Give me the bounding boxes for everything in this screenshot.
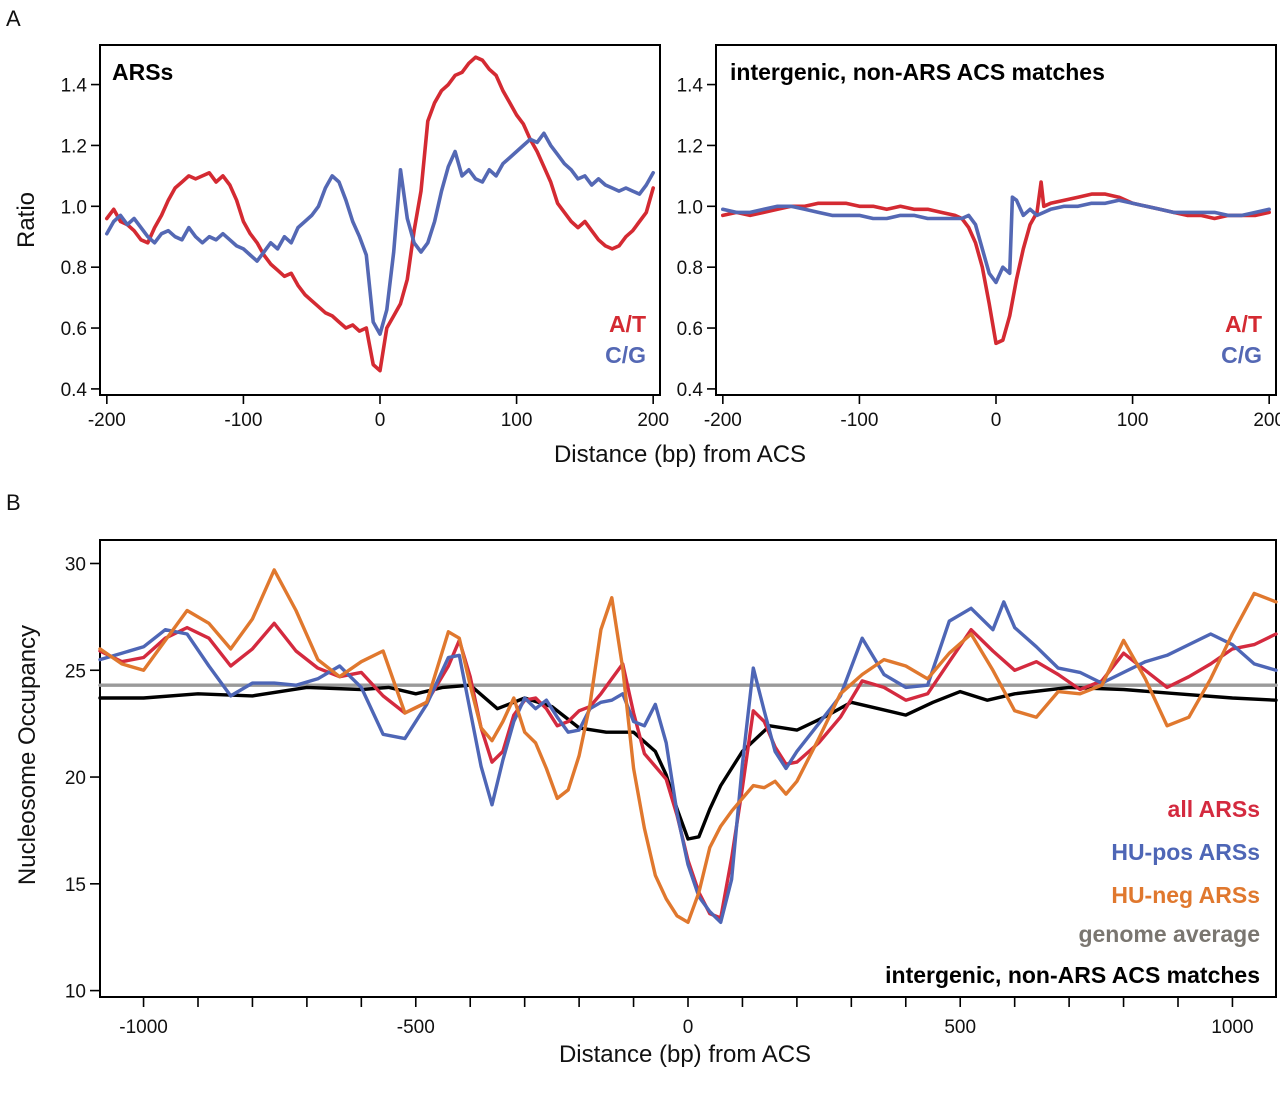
series-line-intergenic-a-t — [720, 180, 1271, 346]
legend-cg-ars: C/G — [605, 342, 646, 368]
x-tick-label-nucleosome-4: 1000 — [1211, 1017, 1253, 1038]
chart-nucleosome-occupancy: -1000 -500 0 500 1000 10 15 20 25 30 Nucleosome O… — [14, 539, 1278, 1068]
series-line-ars-a-t — [105, 55, 656, 373]
y-tick-label-intergenic-0: 0.4 — [677, 380, 704, 401]
series-line-nucleosome-hu-pos-arss — [98, 600, 1278, 924]
chart-title-intergenic: intergenic, non-ARS ACS matches — [730, 59, 1105, 85]
x-tick-label-nucleosome-1: -500 — [397, 1017, 435, 1038]
x-tick-label-nucleosome-0: -1000 — [119, 1017, 168, 1038]
x-tick-label-intergenic-1: -100 — [840, 410, 878, 431]
y-tick-label-nucleosome-0: 10 — [65, 982, 86, 1003]
series-line-ars-c-g — [105, 131, 656, 336]
x-tick-label-intergenic-2: 0 — [991, 410, 1002, 431]
legend-cg-intergenic: C/G — [1221, 342, 1262, 368]
x-tick-label-ars-4: 200 — [637, 410, 669, 431]
x-tick-label-intergenic-0: -200 — [704, 410, 742, 431]
series-line-nucleosome-intergenic-non-ars-acs-matches — [98, 683, 1278, 841]
series-line-nucleosome-all-arss — [98, 621, 1278, 920]
chart-intergenic-ratio: -200 -100 0 100 200 0.4 0.6 0.8 1.0 1.2 1.4 interg… — [677, 44, 1280, 431]
plot-frame-ars — [99, 44, 661, 396]
x-tick-label-intergenic-4: 200 — [1253, 410, 1280, 431]
x-tick-label-ars-2: 0 — [375, 410, 386, 431]
chart-title-ars: ARSs — [112, 59, 173, 85]
panel-label-b: B — [6, 490, 21, 515]
x-axis-label-b: Distance (bp) from ACS — [559, 1041, 811, 1068]
legend-at-ars: A/T — [609, 311, 646, 337]
y-tick-label-ars-0: 0.4 — [61, 380, 88, 401]
x-tick-label-ars-0: -200 — [88, 410, 126, 431]
x-tick-label-ars-1: -100 — [224, 410, 262, 431]
y-tick-label-nucleosome-3: 25 — [65, 661, 86, 682]
series-line-intergenic-c-g — [720, 195, 1271, 285]
legend-genome-average: genome average — [1078, 921, 1260, 947]
y-tick-label-intergenic-5: 1.4 — [677, 76, 704, 97]
y-tick-label-ars-3: 1.0 — [61, 197, 87, 218]
y-tick-label-intergenic-3: 1.0 — [677, 197, 703, 218]
y-tick-label-nucleosome-1: 15 — [65, 875, 86, 896]
legend-intergenic: intergenic, non-ARS ACS matches — [885, 962, 1260, 988]
y-tick-label-ars-2: 0.8 — [61, 258, 87, 279]
y-tick-label-ars-4: 1.2 — [61, 136, 87, 157]
legend-at-intergenic: A/T — [1225, 311, 1262, 337]
legend-hu-neg-ars: HU-neg ARSs — [1111, 882, 1260, 908]
y-tick-label-nucleosome-2: 20 — [65, 768, 86, 789]
chart-ars-ratio: -200 -100 0 100 200 0.4 0.6 0.8 1.0 1.2 1.4 ARSs R… — [13, 44, 669, 431]
y-tick-label-intergenic-1: 0.6 — [677, 319, 703, 340]
x-tick-label-ars-3: 100 — [501, 410, 533, 431]
y-axis-label-ratio: Ratio — [13, 192, 40, 248]
legend-hu-pos-ars: HU-pos ARSs — [1111, 839, 1260, 865]
x-tick-label-nucleosome-3: 500 — [944, 1017, 976, 1038]
x-axis-label-a: Distance (bp) from ACS — [554, 441, 806, 468]
panel-label-a: A — [6, 6, 21, 31]
series-line-nucleosome-hu-neg-arss — [98, 568, 1278, 924]
y-tick-label-nucleosome-4: 30 — [65, 554, 86, 575]
legend-all-ars: all ARSs — [1168, 796, 1260, 822]
y-tick-label-ars-1: 0.6 — [61, 319, 87, 340]
x-tick-label-nucleosome-2: 0 — [683, 1017, 694, 1038]
y-tick-label-ars-5: 1.4 — [61, 76, 88, 97]
y-tick-label-intergenic-4: 1.2 — [677, 136, 703, 157]
y-tick-label-intergenic-2: 0.8 — [677, 258, 703, 279]
y-axis-label-occupancy: Nucleosome Occupancy — [14, 625, 41, 885]
x-tick-label-intergenic-3: 100 — [1117, 410, 1149, 431]
